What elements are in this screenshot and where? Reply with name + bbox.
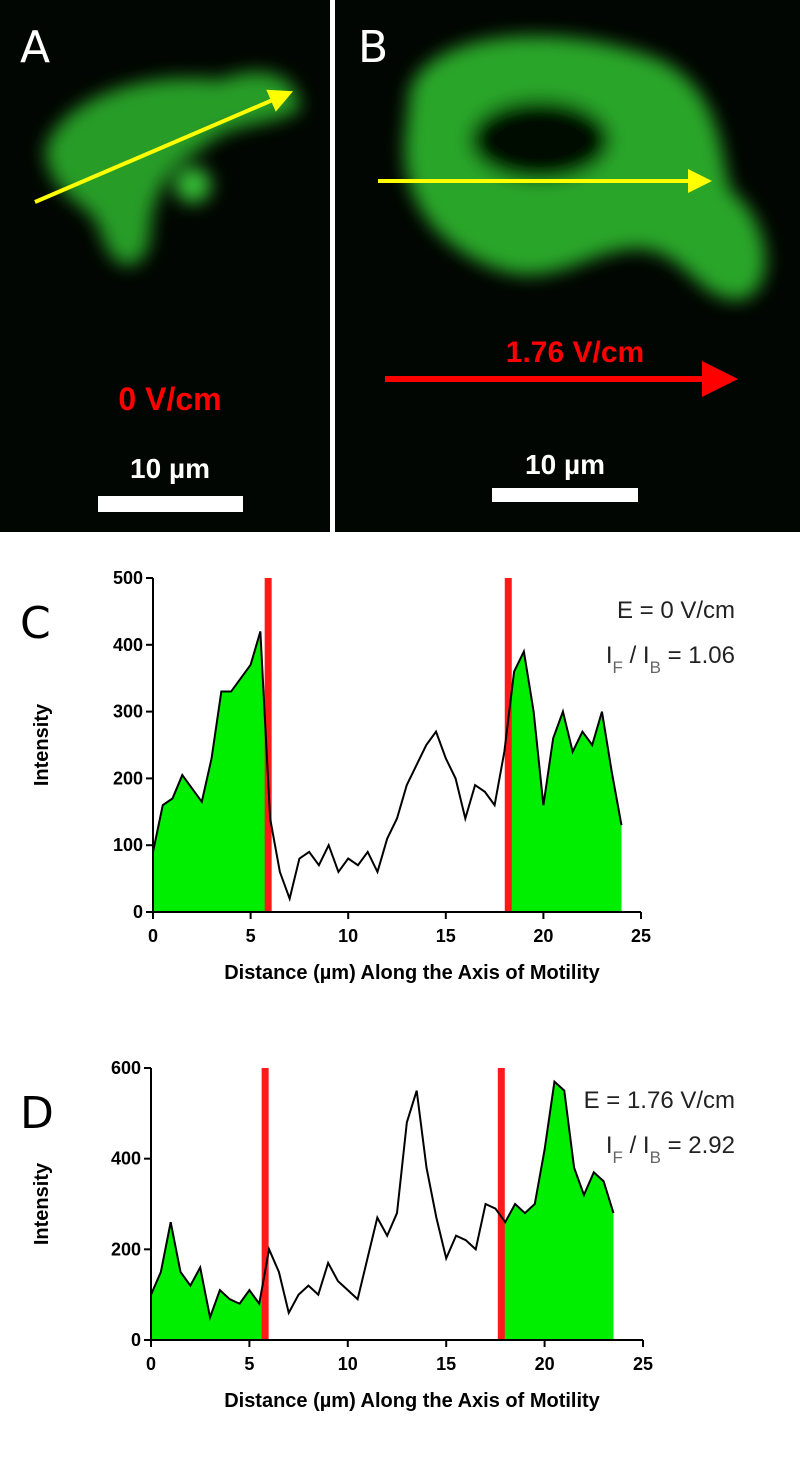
x-tick-label: 15 [436,1354,456,1374]
marker-line [261,1068,269,1340]
x-tick-label: 5 [244,1354,254,1374]
y-tick-label: 400 [113,635,143,655]
y-tick-label: 400 [111,1149,141,1169]
shaded-area [153,631,269,912]
x-tick-label: 10 [338,926,358,946]
panel-label: D [20,1088,54,1139]
y-tick-label: 600 [111,1058,141,1078]
scale-bar [492,488,638,502]
data-line [152,631,623,903]
panel-a: A 0 V/cm 10 µm [0,0,330,532]
y-axis-label: Intensity [31,703,53,786]
ratio-annotation: IF / IB = 2.92 [606,1132,735,1167]
panel-label: C [20,598,51,649]
x-tick-label: 25 [631,926,651,946]
x-tick-label: 5 [246,926,256,946]
ratio-part: / I [623,642,650,669]
scale-label: 10 µm [525,449,605,480]
ratio-part: I [606,642,613,669]
scale-label: 10 µm [130,453,210,484]
ratio-part: B [650,658,661,677]
marker-line [497,1068,505,1340]
x-tick-label: 20 [535,1354,555,1374]
ratio-part: = 2.92 [661,1132,735,1159]
field-label: 0 V/cm [118,381,221,417]
y-axis-label: Intensity [31,1162,53,1245]
ratio-part: I [606,1132,613,1159]
shaded-area [508,651,622,912]
shaded-area [501,1081,614,1340]
field-annotation: E = 1.76 V/cm [584,1087,735,1114]
y-tick-label: 300 [113,702,143,722]
x-tick-label: 15 [436,926,456,946]
field-label: 1.76 V/cm [506,336,644,369]
ratio-part: / I [623,1132,650,1159]
y-tick-label: 200 [113,768,143,788]
x-axis-label: Distance (µm) Along the Axis of Motility [224,1390,600,1412]
y-tick-label: 0 [133,902,143,922]
data-line [150,1079,615,1322]
y-tick-label: 500 [113,568,143,588]
ratio-part: = 1.06 [661,642,735,669]
shaded-area [151,1222,266,1340]
ratio-part: F [613,1148,623,1167]
x-tick-label: 25 [633,1354,653,1374]
ratio-annotation: IF / IB = 1.06 [606,642,735,677]
panel-label: B [358,22,388,73]
panel-label: A [20,22,50,73]
marker-line [504,578,512,912]
scale-bar [98,496,243,512]
ratio-part: F [613,658,623,677]
x-tick-label: 0 [146,1354,156,1374]
x-axis-label: Distance (µm) Along the Axis of Motility [224,962,600,984]
y-tick-label: 100 [113,835,143,855]
x-tick-label: 0 [148,926,158,946]
x-tick-label: 20 [533,926,553,946]
x-tick-label: 10 [338,1354,358,1374]
field-annotation: E = 0 V/cm [617,597,735,624]
panel-b: B 1.76 V/cm 10 µm [335,0,800,532]
ratio-part: B [650,1148,661,1167]
marker-line [264,578,272,912]
y-tick-label: 0 [131,1330,141,1350]
y-tick-label: 200 [111,1239,141,1259]
